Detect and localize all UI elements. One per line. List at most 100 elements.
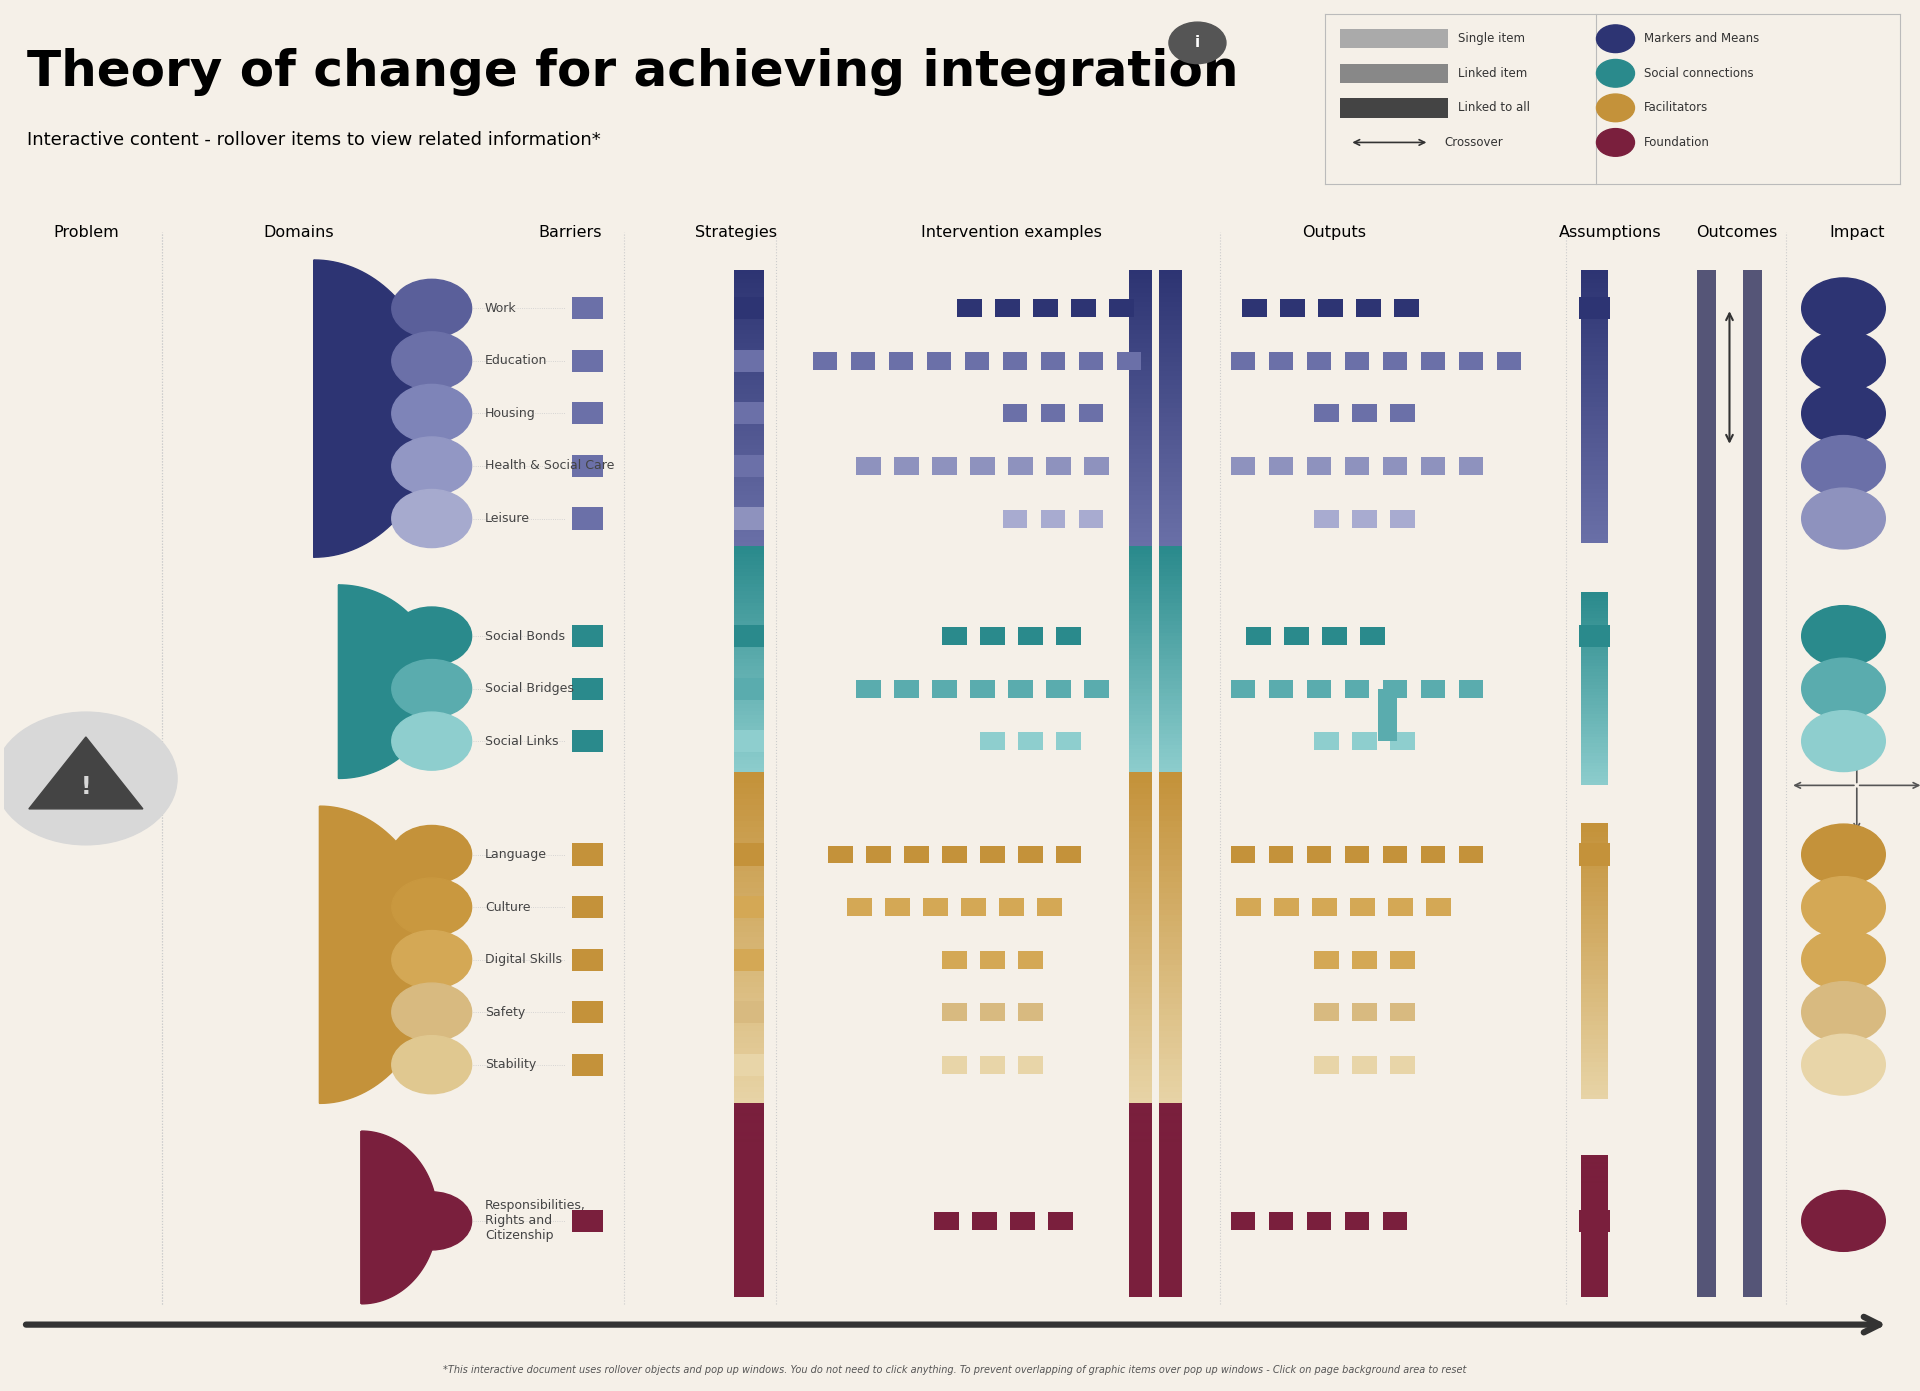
FancyBboxPatch shape — [733, 1123, 764, 1125]
FancyBboxPatch shape — [1582, 1235, 1607, 1238]
FancyBboxPatch shape — [851, 352, 876, 370]
FancyBboxPatch shape — [1390, 1003, 1415, 1021]
FancyBboxPatch shape — [970, 680, 995, 697]
FancyBboxPatch shape — [1582, 637, 1607, 640]
FancyBboxPatch shape — [1350, 899, 1375, 917]
FancyBboxPatch shape — [1129, 445, 1152, 449]
FancyBboxPatch shape — [1129, 618, 1152, 622]
FancyBboxPatch shape — [733, 843, 764, 865]
FancyBboxPatch shape — [1160, 666, 1183, 670]
FancyBboxPatch shape — [1160, 523, 1183, 527]
FancyBboxPatch shape — [927, 352, 952, 370]
FancyBboxPatch shape — [1129, 882, 1152, 887]
FancyBboxPatch shape — [1129, 815, 1152, 821]
FancyBboxPatch shape — [1582, 1182, 1607, 1185]
FancyBboxPatch shape — [1160, 519, 1183, 523]
FancyBboxPatch shape — [1160, 659, 1183, 662]
FancyBboxPatch shape — [733, 463, 764, 467]
FancyBboxPatch shape — [1582, 462, 1607, 466]
FancyBboxPatch shape — [1160, 1117, 1183, 1120]
FancyBboxPatch shape — [856, 680, 881, 697]
FancyBboxPatch shape — [1129, 371, 1152, 376]
FancyBboxPatch shape — [733, 1262, 764, 1264]
FancyBboxPatch shape — [1129, 1213, 1152, 1216]
FancyBboxPatch shape — [1129, 1264, 1152, 1269]
FancyBboxPatch shape — [1160, 421, 1183, 426]
FancyBboxPatch shape — [1582, 1271, 1607, 1273]
FancyBboxPatch shape — [1129, 1232, 1152, 1235]
FancyBboxPatch shape — [1160, 1152, 1183, 1155]
FancyBboxPatch shape — [1160, 1092, 1183, 1097]
FancyBboxPatch shape — [733, 298, 764, 302]
FancyBboxPatch shape — [1160, 938, 1183, 943]
FancyBboxPatch shape — [1582, 306, 1607, 310]
FancyBboxPatch shape — [1160, 417, 1183, 421]
FancyBboxPatch shape — [733, 349, 764, 371]
FancyBboxPatch shape — [1315, 405, 1338, 423]
FancyBboxPatch shape — [1129, 865, 1152, 871]
FancyBboxPatch shape — [1582, 598, 1607, 601]
FancyBboxPatch shape — [1308, 1212, 1331, 1230]
FancyBboxPatch shape — [1160, 1010, 1183, 1015]
FancyBboxPatch shape — [1427, 899, 1452, 917]
FancyBboxPatch shape — [1582, 466, 1607, 470]
FancyBboxPatch shape — [1160, 1235, 1183, 1239]
FancyBboxPatch shape — [733, 344, 764, 348]
FancyBboxPatch shape — [979, 846, 1004, 864]
FancyBboxPatch shape — [1129, 622, 1152, 625]
FancyBboxPatch shape — [1071, 299, 1096, 317]
FancyBboxPatch shape — [1160, 334, 1183, 339]
FancyBboxPatch shape — [1160, 689, 1183, 693]
FancyBboxPatch shape — [733, 595, 764, 598]
Circle shape — [1801, 1035, 1885, 1095]
FancyBboxPatch shape — [943, 1056, 966, 1074]
FancyBboxPatch shape — [1129, 746, 1152, 748]
Polygon shape — [313, 260, 438, 558]
FancyBboxPatch shape — [1041, 405, 1066, 423]
FancyBboxPatch shape — [1160, 435, 1183, 440]
FancyBboxPatch shape — [1580, 1210, 1609, 1232]
FancyBboxPatch shape — [733, 325, 764, 330]
FancyBboxPatch shape — [1129, 453, 1152, 459]
FancyBboxPatch shape — [1582, 1248, 1607, 1249]
FancyBboxPatch shape — [733, 1135, 764, 1139]
FancyBboxPatch shape — [1582, 679, 1607, 682]
FancyBboxPatch shape — [1582, 310, 1607, 316]
FancyBboxPatch shape — [1390, 509, 1415, 527]
FancyBboxPatch shape — [1160, 298, 1183, 302]
FancyBboxPatch shape — [1160, 362, 1183, 366]
FancyBboxPatch shape — [1582, 901, 1607, 906]
FancyBboxPatch shape — [733, 625, 764, 647]
FancyBboxPatch shape — [1129, 284, 1152, 288]
FancyBboxPatch shape — [1582, 516, 1607, 520]
FancyBboxPatch shape — [1582, 1223, 1607, 1225]
FancyBboxPatch shape — [1129, 854, 1152, 860]
FancyBboxPatch shape — [1160, 509, 1183, 513]
FancyBboxPatch shape — [1160, 1188, 1183, 1191]
FancyBboxPatch shape — [856, 458, 881, 474]
FancyBboxPatch shape — [1459, 458, 1484, 474]
FancyBboxPatch shape — [1160, 1271, 1183, 1274]
FancyBboxPatch shape — [1160, 737, 1183, 741]
FancyBboxPatch shape — [1129, 1252, 1152, 1255]
FancyBboxPatch shape — [733, 715, 764, 719]
FancyBboxPatch shape — [1129, 960, 1152, 965]
FancyBboxPatch shape — [1160, 463, 1183, 467]
FancyBboxPatch shape — [733, 565, 764, 569]
FancyBboxPatch shape — [733, 561, 764, 565]
FancyBboxPatch shape — [1160, 837, 1183, 843]
FancyBboxPatch shape — [1018, 732, 1043, 750]
FancyBboxPatch shape — [1160, 670, 1183, 673]
Circle shape — [1801, 823, 1885, 885]
FancyBboxPatch shape — [733, 491, 764, 495]
FancyBboxPatch shape — [733, 1110, 764, 1113]
FancyBboxPatch shape — [572, 896, 603, 918]
FancyBboxPatch shape — [943, 627, 966, 645]
FancyBboxPatch shape — [1129, 943, 1152, 949]
FancyBboxPatch shape — [1231, 458, 1256, 474]
FancyBboxPatch shape — [1582, 919, 1607, 924]
FancyBboxPatch shape — [1582, 634, 1607, 637]
FancyBboxPatch shape — [1582, 1025, 1607, 1031]
Text: Leisure: Leisure — [486, 512, 530, 524]
FancyBboxPatch shape — [1582, 766, 1607, 769]
